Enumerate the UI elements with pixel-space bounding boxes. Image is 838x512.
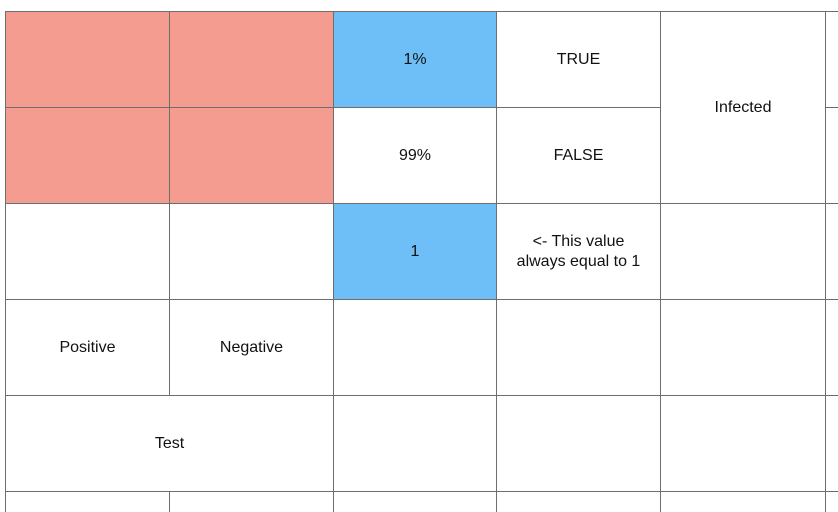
- grid-line-stub: [826, 11, 838, 12]
- cell-r6-c5[interactable]: [661, 492, 826, 512]
- cell-r4-c4[interactable]: [497, 300, 661, 396]
- cell-r3-c2[interactable]: [170, 204, 334, 300]
- cell-r1-c3[interactable]: 1%: [334, 11, 497, 108]
- grid-line-stub: [826, 203, 838, 204]
- grid-line-stub: [826, 491, 838, 492]
- cell-r3-c5[interactable]: [661, 204, 826, 300]
- cell-r3-c1[interactable]: [5, 204, 170, 300]
- grid-line-stub: [826, 107, 838, 108]
- cell-r4-c2[interactable]: Negative: [170, 300, 334, 396]
- cell-r6-c2[interactable]: [170, 492, 334, 512]
- cell-r1-c4[interactable]: TRUE: [497, 11, 661, 108]
- cell-r2-c3[interactable]: 99%: [334, 108, 497, 204]
- cell-test-merged[interactable]: Test: [5, 396, 334, 492]
- cell-infected-merged[interactable]: Infected: [661, 11, 826, 204]
- cell-r3-c3[interactable]: 1: [334, 204, 497, 300]
- cell-r2-c1[interactable]: [5, 108, 170, 204]
- grid-line-stub: [826, 395, 838, 396]
- cell-r6-c4[interactable]: [497, 492, 661, 512]
- cell-r4-c5[interactable]: [661, 300, 826, 396]
- cell-r1-c2[interactable]: [170, 11, 334, 108]
- cell-r1-c1[interactable]: [5, 11, 170, 108]
- cell-r6-c1[interactable]: [5, 492, 170, 512]
- cell-r5-c3[interactable]: [334, 396, 497, 492]
- cell-r2-c2[interactable]: [170, 108, 334, 204]
- cell-r6-c3[interactable]: [334, 492, 497, 512]
- cell-r2-c4[interactable]: FALSE: [497, 108, 661, 204]
- cell-r5-c5[interactable]: [661, 396, 826, 492]
- cell-r4-c3[interactable]: [334, 300, 497, 396]
- cell-r4-c1[interactable]: Positive: [5, 300, 170, 396]
- grid-line-stub: [826, 299, 838, 300]
- cell-r5-c4[interactable]: [497, 396, 661, 492]
- cell-r3-c4[interactable]: <- This value always equal to 1: [497, 204, 661, 300]
